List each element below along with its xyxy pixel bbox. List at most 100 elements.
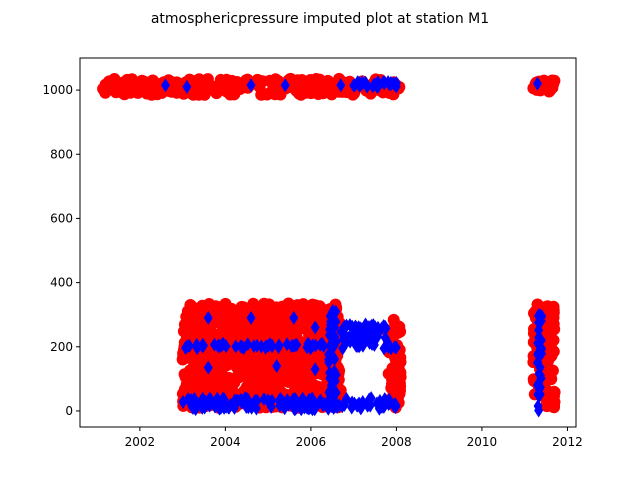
data-point — [223, 400, 233, 415]
data-point — [192, 337, 202, 352]
data-point — [303, 336, 313, 351]
data-point — [161, 78, 171, 93]
data-point — [251, 73, 264, 86]
data-point — [325, 365, 335, 380]
data-point — [243, 365, 256, 378]
data-point — [260, 313, 273, 326]
data-point — [231, 371, 244, 384]
data-point — [229, 311, 242, 324]
data-point — [145, 88, 158, 101]
data-point — [328, 333, 338, 348]
data-point — [200, 399, 210, 414]
y-tick-label: 400 — [50, 276, 73, 290]
data-point — [533, 355, 543, 370]
data-point — [217, 338, 227, 353]
data-point — [249, 339, 259, 354]
y-axis: 0 200 400 600 800 1000 — [42, 83, 80, 418]
data-point — [203, 360, 213, 375]
data-point — [246, 78, 256, 93]
data-point — [368, 79, 378, 94]
data-point — [533, 378, 543, 393]
data-point — [373, 329, 383, 344]
chart-title: atmosphericpressure imputed plot at stat… — [151, 11, 489, 27]
data-point — [205, 391, 215, 406]
data-point — [187, 327, 200, 340]
data-point — [116, 86, 129, 99]
data-point — [383, 335, 393, 350]
data-point — [117, 76, 130, 89]
data-point — [363, 398, 373, 413]
data-point — [199, 378, 212, 391]
data-point — [263, 367, 276, 380]
x-tick-label: 2010 — [467, 435, 498, 449]
data-point — [210, 398, 220, 413]
data-point — [316, 329, 329, 342]
data-point — [211, 328, 224, 341]
data-point — [303, 304, 316, 317]
data-point — [266, 399, 276, 414]
points-layer — [97, 72, 561, 418]
data-point — [255, 375, 268, 388]
data-point — [245, 396, 255, 411]
data-point — [310, 402, 320, 417]
data-point — [384, 75, 394, 90]
data-point — [198, 338, 208, 353]
data-point — [188, 318, 201, 331]
data-point — [217, 300, 230, 313]
data-point — [220, 74, 233, 87]
data-point — [215, 365, 228, 378]
x-axis: 2002 2004 2006 2008 2010 2012 — [125, 427, 583, 449]
data-point — [276, 329, 289, 342]
data-point — [390, 340, 400, 355]
data-point — [261, 339, 271, 354]
data-point — [229, 81, 242, 94]
data-point — [330, 352, 340, 367]
x-tick-label: 2008 — [381, 435, 412, 449]
data-point — [336, 78, 346, 93]
data-point — [244, 376, 257, 389]
data-point — [253, 303, 266, 316]
data-point — [327, 377, 337, 392]
data-point — [350, 78, 360, 93]
data-point — [393, 377, 406, 389]
data-point — [288, 319, 301, 332]
data-point — [274, 338, 284, 353]
data-point — [217, 316, 230, 329]
data-point — [361, 324, 371, 339]
data-point — [329, 320, 339, 335]
data-point — [184, 338, 194, 353]
data-point — [368, 329, 378, 344]
data-point — [534, 388, 544, 403]
data-point — [317, 336, 327, 351]
plot-frame — [79, 57, 577, 428]
data-point — [310, 320, 320, 335]
x-tick-label: 2004 — [210, 435, 241, 449]
data-point — [237, 301, 250, 314]
data-point — [203, 310, 213, 325]
data-point — [313, 300, 326, 313]
data-point — [189, 391, 199, 406]
data-point — [259, 392, 269, 407]
data-point — [372, 396, 382, 411]
data-point — [236, 339, 246, 354]
data-point — [149, 79, 162, 92]
data-point — [351, 338, 361, 353]
data-point — [280, 78, 290, 93]
data-point — [295, 365, 308, 378]
data-point — [368, 320, 378, 335]
data-point — [138, 75, 151, 88]
data-point — [331, 386, 341, 401]
data-point — [254, 360, 267, 373]
data-point — [328, 304, 338, 319]
y-tick-label: 800 — [50, 147, 73, 161]
data-point — [270, 74, 283, 87]
data-point — [191, 83, 204, 96]
data-point — [315, 393, 325, 408]
data-point — [243, 337, 253, 352]
data-point — [390, 77, 400, 92]
data-point — [214, 350, 227, 363]
data-point — [235, 358, 247, 371]
y-tick-label: 600 — [50, 211, 73, 225]
y-tick-label: 1000 — [42, 83, 73, 97]
